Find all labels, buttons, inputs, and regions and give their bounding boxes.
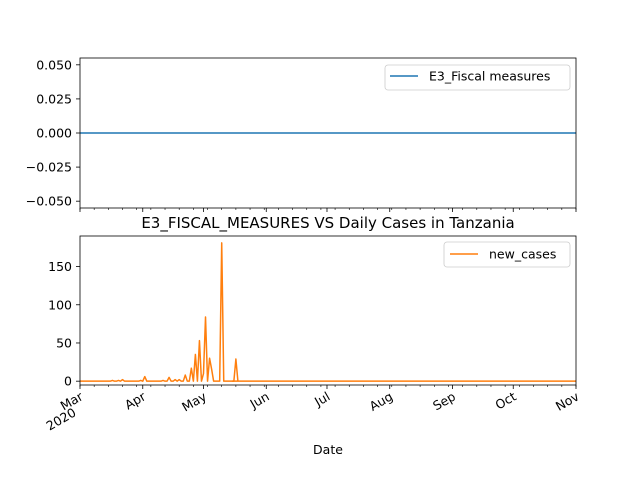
top-y-tick-label: −0.025 <box>26 160 72 175</box>
top-legend-label: E3_Fiscal measures <box>429 69 550 84</box>
tick-month: Jun <box>246 389 271 412</box>
bottom-y-tick-label: 50 <box>56 335 72 350</box>
bottom-x-tick-label: Apr <box>122 388 149 412</box>
top-legend-box <box>384 64 571 91</box>
top-legend: E3_Fiscal measures <box>384 64 571 91</box>
top-y-tick-label: −0.050 <box>26 194 72 209</box>
tick-month: Oct <box>493 389 519 413</box>
top-y-tick-label: 0.025 <box>36 91 72 106</box>
top-y-tick-label: 0.050 <box>36 57 72 72</box>
tick-month: Apr <box>122 388 149 412</box>
bottom-series-line <box>231 358 239 382</box>
bottom-y-axis: 0 50 100 150 <box>48 259 80 389</box>
bottom-x-tick-label: Sep <box>430 389 458 414</box>
bottom-x-tick-label: Oct <box>493 389 519 413</box>
tick-month: Jul <box>311 389 332 410</box>
bottom-legend: new_cases <box>443 241 571 268</box>
bottom-x-tick-label: May <box>179 388 209 414</box>
tick-month: Sep <box>430 389 458 414</box>
bottom-series-group <box>80 242 576 382</box>
top-y-axis: 0.050 0.025 0.000 −0.025 −0.050 <box>26 57 80 209</box>
top-plot-frame <box>79 57 577 209</box>
tick-month: May <box>179 388 209 414</box>
top-y-tick-label: 0.000 <box>36 126 72 141</box>
tick-month: Nov <box>553 388 582 413</box>
bottom-plot-frame <box>79 235 577 386</box>
bottom-chart-panel: E3_FISCAL_MEASURES VS Daily Cases in Tan… <box>43 214 582 457</box>
bottom-x-tick-label: Nov <box>553 388 582 413</box>
bottom-x-tick-label: Aug <box>367 389 396 414</box>
bottom-legend-box <box>443 241 571 268</box>
tick-month: Aug <box>367 389 396 414</box>
bottom-x-tick-label: Jun <box>246 389 271 412</box>
bottom-legend-label: new_cases <box>489 247 556 262</box>
bottom-y-tick-label: 150 <box>48 259 72 274</box>
bottom-x-tick-label: Jul <box>311 389 332 410</box>
bottom-y-tick-label: 0 <box>64 374 72 389</box>
bottom-x-tick-year: 2020 <box>43 405 78 434</box>
chart-title: E3_FISCAL_MEASURES VS Daily Cases in Tan… <box>141 214 514 233</box>
bottom-series-line <box>80 242 576 382</box>
bottom-y-tick-label: 100 <box>48 297 72 312</box>
top-x-axis-ticks <box>79 208 577 212</box>
top-chart-panel: 0.050 0.025 0.000 −0.025 −0.050 E3_Fiscal me… <box>26 57 577 212</box>
x-axis-label: Date <box>313 442 343 457</box>
